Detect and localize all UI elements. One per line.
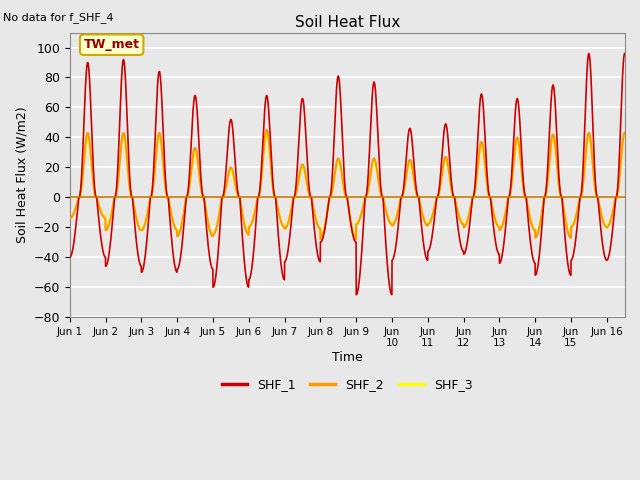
Y-axis label: Soil Heat Flux (W/m2): Soil Heat Flux (W/m2) bbox=[15, 107, 28, 243]
Legend: SHF_1, SHF_2, SHF_3: SHF_1, SHF_2, SHF_3 bbox=[217, 373, 477, 396]
Text: No data for f_SHF_4: No data for f_SHF_4 bbox=[3, 12, 114, 23]
Text: TW_met: TW_met bbox=[84, 38, 140, 51]
X-axis label: Time: Time bbox=[332, 351, 363, 364]
Title: Soil Heat Flux: Soil Heat Flux bbox=[294, 15, 400, 30]
